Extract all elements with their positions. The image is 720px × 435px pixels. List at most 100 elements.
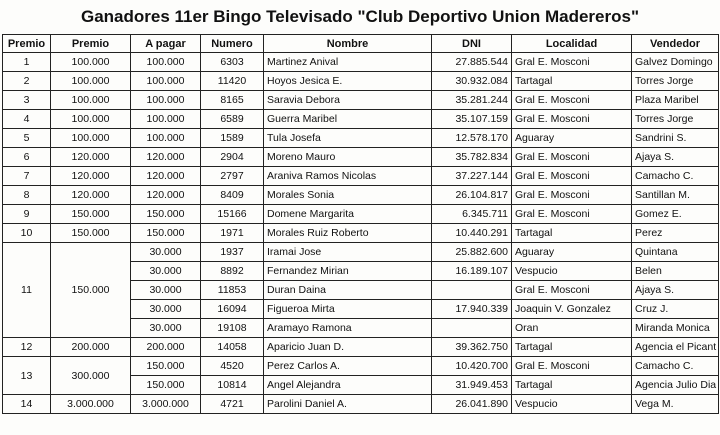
dni: 6.345.711	[431, 204, 512, 224]
premio: 9	[2, 204, 51, 224]
localidad: Gral E. Mosconi	[511, 90, 632, 110]
a-pagar: 120.000	[130, 166, 201, 186]
row: 12 200.000 200.000 14058 Aparicio Juan D. 39.…	[2, 337, 719, 357]
numero: 8409	[200, 185, 264, 205]
numero: 11420	[200, 71, 264, 91]
a-pagar: 150.000	[130, 223, 201, 243]
vendedor: Vega M.	[631, 394, 719, 414]
vendedor: Agencia el Picant	[631, 337, 719, 357]
a-pagar: 3.000.000	[130, 394, 201, 414]
localidad: Gral E. Mosconi	[511, 166, 632, 186]
premio: 4	[2, 109, 51, 129]
a-pagar: 30.000	[130, 280, 201, 300]
numero: 4721	[200, 394, 264, 414]
monto: 150.000	[50, 223, 131, 243]
vendedor: Gomez E.	[631, 204, 719, 224]
row: 6 120.000 120.000 2904 Moreno Mauro 35.782.83…	[2, 147, 719, 167]
a-pagar: 100.000	[130, 109, 201, 129]
monto: 300.000	[50, 356, 131, 395]
monto: 200.000	[50, 337, 131, 357]
localidad: Gral E. Mosconi	[511, 109, 632, 129]
localidad: Aguaray	[511, 128, 632, 148]
localidad: Gral E. Mosconi	[511, 147, 632, 167]
a-pagar: 30.000	[130, 242, 201, 262]
localidad: Gral E. Mosconi	[511, 204, 632, 224]
numero: 8892	[200, 261, 264, 281]
dni	[431, 318, 512, 338]
localidad: Gral E. Mosconi	[511, 185, 632, 205]
premio: 8	[2, 185, 51, 205]
row: 7 120.000 120.000 2797 Araniva Ramos Nicolas…	[2, 166, 719, 186]
row: 13 300.000 150.000 4520 Perez Carlos A. 10.42…	[2, 356, 719, 395]
winners-table: Premio Premio A pagar Numero Nombre DNI Locali…	[2, 34, 719, 414]
a-pagar: 30.000	[130, 261, 201, 281]
vendedor: Plaza Maribel	[631, 90, 719, 110]
premio: 3	[2, 90, 51, 110]
header-cell: A pagar	[130, 34, 201, 53]
localidad: Tartagal	[511, 223, 632, 243]
dni: 35.782.834	[431, 147, 512, 167]
numero: 16094	[200, 299, 264, 319]
row: 1 100.000 100.000 6303 Martinez Anival 27.885…	[2, 52, 719, 72]
header-cell: Premio	[2, 34, 51, 53]
nombre: Angel Alejandra	[263, 375, 432, 395]
nombre: Duran Daina	[263, 280, 432, 300]
a-pagar: 200.000	[130, 337, 201, 357]
monto: 100.000	[50, 71, 131, 91]
monto: 100.000	[50, 109, 131, 129]
a-pagar: 150.000	[130, 356, 201, 376]
localidad: Tartagal	[511, 375, 632, 395]
vendedor: Cruz J.	[631, 299, 719, 319]
vendedor: Quintana	[631, 242, 719, 262]
dni: 35.107.159	[431, 109, 512, 129]
vendedor: Torres Jorge	[631, 109, 719, 129]
nombre: Hoyos Jesica E.	[263, 71, 432, 91]
vendedor: Perez	[631, 223, 719, 243]
dni: 37.227.144	[431, 166, 512, 186]
vendedor: Camacho C.	[631, 166, 719, 186]
localidad: Vespucio	[511, 261, 632, 281]
localidad: Vespucio	[511, 394, 632, 414]
dni: 27.885.544	[431, 52, 512, 72]
dni: 17.940.339	[431, 299, 512, 319]
localidad: Gral E. Mosconi	[511, 52, 632, 72]
numero: 2904	[200, 147, 264, 167]
nombre: Perez Carlos A.	[263, 356, 432, 376]
dni: 10.440.291	[431, 223, 512, 243]
monto: 100.000	[50, 90, 131, 110]
nombre: Domene Margarita	[263, 204, 432, 224]
a-pagar: 150.000	[130, 375, 201, 395]
nombre: Parolini Daniel A.	[263, 394, 432, 414]
monto: 100.000	[50, 52, 131, 72]
localidad: Gral E. Mosconi	[511, 356, 632, 376]
localidad: Joaquin V. Gonzalez	[511, 299, 632, 319]
premio: 13	[2, 356, 51, 395]
header-cell: DNI	[431, 34, 512, 53]
numero: 19108	[200, 318, 264, 338]
row: 11 150.000 30.000 1937 Iramai Jose 25.882.600…	[2, 242, 719, 338]
dni: 12.578.170	[431, 128, 512, 148]
row: 4 100.000 100.000 6589 Guerra Maribel 35.107.…	[2, 109, 719, 129]
numero: 1589	[200, 128, 264, 148]
nombre: Araniva Ramos Nicolas	[263, 166, 432, 186]
nombre: Morales Ruiz Roberto	[263, 223, 432, 243]
dni: 35.281.244	[431, 90, 512, 110]
monto: 120.000	[50, 185, 131, 205]
row: 2 100.000 100.000 11420 Hoyos Jesica E. 30.93…	[2, 71, 719, 91]
vendedor: Santillan M.	[631, 185, 719, 205]
dni	[431, 280, 512, 300]
nombre: Figueroa Mirta	[263, 299, 432, 319]
numero: 6589	[200, 109, 264, 129]
a-pagar: 120.000	[130, 147, 201, 167]
a-pagar: 100.000	[130, 128, 201, 148]
vendedor: Galvez Domingo	[631, 52, 719, 72]
nombre: Guerra Maribel	[263, 109, 432, 129]
premio: 5	[2, 128, 51, 148]
row: 14 3.000.000 3.000.000 4721 Parolini Daniel …	[2, 394, 719, 414]
dni: 16.189.107	[431, 261, 512, 281]
vendedor: Agencia Julio Dia	[631, 375, 719, 395]
vendedor: Sandrini S.	[631, 128, 719, 148]
dni: 26.104.817	[431, 185, 512, 205]
monto: 120.000	[50, 147, 131, 167]
